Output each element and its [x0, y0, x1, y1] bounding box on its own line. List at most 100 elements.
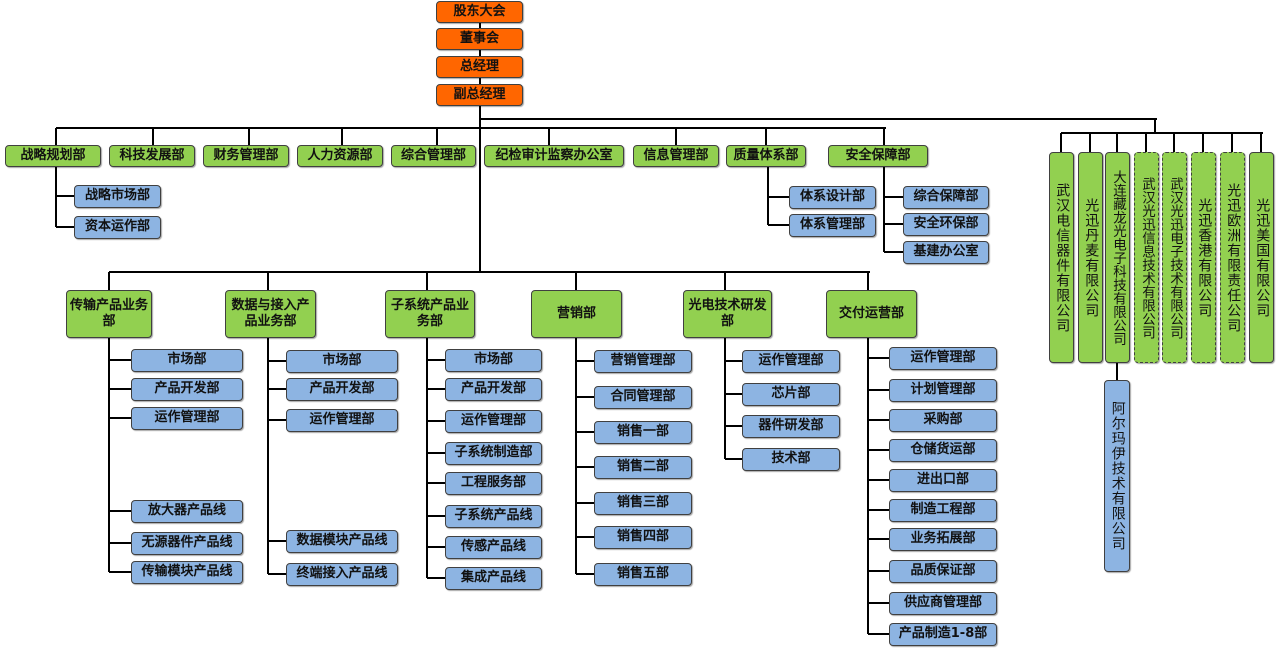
sub-department-box[interactable]: 体系设计部	[789, 186, 876, 209]
division-unit-box[interactable]: 制造工程部	[889, 499, 997, 522]
executive-box[interactable]: 董事会	[436, 28, 523, 50]
division-unit-box[interactable]: 销售二部	[594, 456, 692, 479]
department-box[interactable]: 质量体系部	[726, 145, 806, 167]
division-unit-box[interactable]: 传输模块产品线	[131, 561, 243, 584]
sub-subsidiary-box[interactable]: 阿尔玛伊技术有限公司	[1104, 380, 1130, 572]
division-unit-box[interactable]: 销售五部	[594, 563, 692, 586]
connector-line	[576, 536, 596, 538]
division-unit-box[interactable]: 产品制造1-8部	[889, 623, 997, 646]
connector-line	[109, 388, 133, 390]
division-unit-box[interactable]: 子系统产品线	[445, 505, 542, 528]
connector-line	[1145, 133, 1147, 152]
division-unit-box[interactable]: 传感产品线	[445, 536, 542, 559]
executive-box[interactable]: 总经理	[436, 56, 523, 78]
connector-line	[56, 127, 886, 129]
department-box[interactable]: 安全保障部	[828, 145, 928, 167]
department-box[interactable]: 综合管理部	[391, 145, 476, 167]
division-unit-box[interactable]: 运作管理部	[286, 409, 398, 432]
subsidiary-box[interactable]: 光迅欧洲有限责任公司	[1220, 152, 1245, 363]
subsidiary-box[interactable]: 光迅香港有限公司	[1191, 152, 1216, 363]
division-unit-box[interactable]: 芯片部	[742, 383, 840, 406]
connector-line	[725, 393, 744, 395]
division-unit-box[interactable]: 运作管理部	[742, 350, 840, 373]
division-unit-box[interactable]: 数据模块产品线	[286, 530, 398, 553]
connector-line	[1089, 133, 1091, 152]
division-unit-box[interactable]: 子系统制造部	[445, 442, 542, 465]
subsidiary-box[interactable]: 光迅美国有限公司	[1249, 152, 1274, 363]
division-box[interactable]: 子系统产品业务部	[385, 290, 475, 338]
subsidiary-box[interactable]: 武汉光迅电子技术有限公司	[1162, 152, 1187, 363]
division-unit-box[interactable]: 产品开发部	[286, 378, 398, 401]
connector-line	[268, 360, 288, 362]
connector-line	[427, 420, 447, 422]
department-box[interactable]: 纪检审计监察办公室	[484, 145, 624, 167]
subsidiary-box[interactable]: 武汉电信器件有限公司	[1049, 152, 1074, 363]
division-unit-box[interactable]: 业务拓展部	[889, 528, 997, 551]
division-unit-box[interactable]: 市场部	[286, 350, 398, 373]
connector-line	[426, 338, 428, 578]
connector-line	[868, 509, 891, 511]
connector-line	[576, 396, 596, 398]
connector-line	[675, 128, 677, 145]
sub-department-box[interactable]: 资本运作部	[74, 216, 161, 239]
division-unit-box[interactable]: 进出口部	[889, 469, 997, 492]
subsidiary-box[interactable]: 武汉光迅信息技术有限公司	[1134, 152, 1159, 363]
division-unit-box[interactable]: 工程服务部	[445, 472, 542, 495]
department-box[interactable]: 科技发展部	[109, 145, 195, 167]
sub-department-box[interactable]: 基建办公室	[903, 241, 989, 264]
division-unit-box[interactable]: 销售四部	[594, 526, 692, 549]
division-unit-box[interactable]: 销售三部	[594, 492, 692, 515]
subsidiary-box[interactable]: 光迅丹麦有限公司	[1078, 152, 1103, 363]
division-unit-box[interactable]: 市场部	[131, 349, 243, 372]
connector-line	[109, 417, 133, 419]
connector-line	[575, 272, 577, 290]
division-unit-box[interactable]: 放大器产品线	[131, 500, 243, 523]
division-unit-box[interactable]: 产品开发部	[131, 378, 243, 401]
division-unit-box[interactable]: 集成产品线	[445, 567, 542, 590]
connector-line	[1061, 132, 1263, 134]
division-unit-box[interactable]: 营销管理部	[594, 350, 692, 373]
division-unit-box[interactable]: 市场部	[445, 349, 542, 372]
division-box[interactable]: 营销部	[531, 290, 622, 338]
connector-line	[883, 167, 885, 252]
connector-line	[479, 106, 481, 272]
executive-box[interactable]: 副总经理	[436, 84, 523, 106]
connector-line	[768, 196, 791, 198]
connector-line	[1231, 133, 1233, 152]
division-box[interactable]: 交付运营部	[826, 290, 917, 338]
connector-line	[427, 359, 447, 361]
division-unit-box[interactable]: 运作管理部	[889, 347, 997, 370]
division-unit-box[interactable]: 仓储货运部	[889, 439, 997, 462]
division-unit-box[interactable]: 运作管理部	[131, 407, 243, 430]
department-box[interactable]: 财务管理部	[203, 145, 289, 167]
division-unit-box[interactable]: 计划管理部	[889, 379, 997, 402]
division-unit-box[interactable]: 产品开发部	[445, 378, 542, 401]
division-unit-box[interactable]: 无源器件产品线	[131, 532, 243, 555]
division-unit-box[interactable]: 终端接入产品线	[286, 563, 398, 586]
sub-department-box[interactable]: 战略市场部	[74, 185, 161, 208]
department-box[interactable]: 人力资源部	[297, 145, 383, 167]
division-unit-box[interactable]: 采购部	[889, 409, 997, 432]
connector-line	[426, 272, 428, 290]
connector-line	[479, 50, 481, 56]
connector-line	[109, 359, 133, 361]
division-unit-box[interactable]: 运作管理部	[445, 410, 542, 433]
subsidiary-box[interactable]: 大连藏龙光电子科技有限公司	[1105, 152, 1130, 363]
division-box[interactable]: 数据与接入产品业务部	[225, 290, 316, 338]
division-unit-box[interactable]: 技术部	[742, 448, 840, 471]
sub-department-box[interactable]: 安全环保部	[903, 213, 989, 236]
department-box[interactable]: 战略规划部	[5, 145, 101, 167]
sub-department-box[interactable]: 综合保障部	[903, 186, 989, 209]
department-box[interactable]: 信息管理部	[633, 145, 719, 167]
division-unit-box[interactable]: 器件研发部	[742, 415, 840, 438]
connector-line	[436, 128, 438, 145]
division-box[interactable]: 传输产品业务部	[66, 290, 152, 338]
connector-line	[868, 538, 891, 540]
division-unit-box[interactable]: 供应商管理部	[889, 592, 997, 615]
division-unit-box[interactable]: 品质保证部	[889, 560, 997, 583]
executive-box[interactable]: 股东大会	[436, 1, 523, 23]
division-unit-box[interactable]: 合同管理部	[594, 386, 692, 409]
sub-department-box[interactable]: 体系管理部	[789, 214, 876, 237]
division-box[interactable]: 光电技术研发部	[683, 290, 772, 338]
division-unit-box[interactable]: 销售一部	[594, 421, 692, 444]
